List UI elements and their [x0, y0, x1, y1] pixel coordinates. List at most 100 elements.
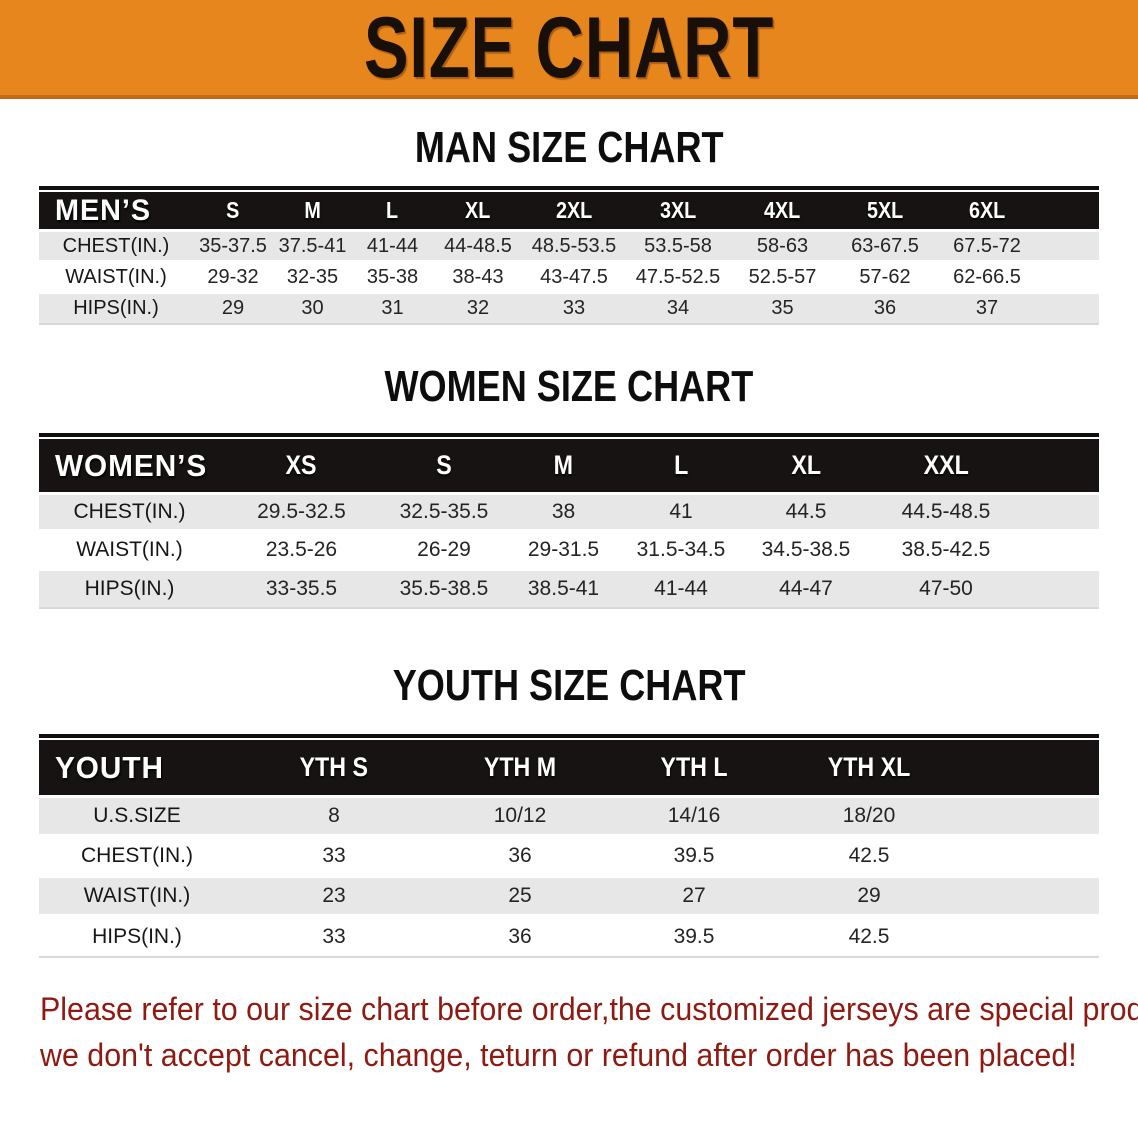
- size-table-row: HIPS(IN.) 29 30 31 32 33 34 35 36 37: [39, 294, 1099, 325]
- size-column-header: XXL: [872, 439, 1020, 495]
- header-text: YTH XL: [827, 752, 911, 782]
- measurement-label: WAIST(IN.): [39, 533, 220, 571]
- size-value-cell: 35-38: [352, 263, 433, 294]
- size-value-cell: 57-62: [834, 263, 936, 294]
- measurement-label: HIPS(IN.): [39, 294, 193, 325]
- header-text: XL: [791, 450, 821, 480]
- size-table-row: CHEST(IN.) 33 36 39.5 42.5: [39, 838, 1099, 878]
- size-value-cell: 18/20: [781, 798, 957, 838]
- header-text: S: [436, 450, 452, 480]
- size-value-cell: 41-44: [352, 232, 433, 263]
- size-value-cell: 33: [235, 918, 433, 958]
- table-top-border: [39, 433, 1099, 437]
- disclaimer-line-1: Please refer to our size chart before or…: [40, 991, 1138, 1027]
- header-text: YOUTH: [55, 749, 164, 785]
- size-value-cell: 32-35: [273, 263, 352, 294]
- size-value-cell: 39.5: [607, 918, 781, 958]
- spacer-cell: [1038, 232, 1099, 263]
- size-value-cell: 47.5-52.5: [625, 263, 731, 294]
- header-text: M: [553, 450, 574, 480]
- size-value-cell: 42.5: [781, 918, 957, 958]
- measurement-label: HIPS(IN.): [39, 918, 235, 958]
- header-text: 2XL: [555, 197, 593, 223]
- header-text: L: [673, 450, 689, 480]
- header-text: 3XL: [659, 197, 697, 223]
- size-value-cell: 33: [235, 838, 433, 878]
- size-value-cell: 29-31.5: [505, 533, 622, 571]
- spacer-cell: [1038, 192, 1099, 232]
- header-text: MEN’S: [55, 193, 152, 227]
- womens-size-table: WOMEN’S XS S M L XL XXL CHEST(IN.) 29.5-32.5 32.5…: [39, 439, 1099, 609]
- header-text: YTH M: [483, 752, 557, 782]
- size-table-row: HIPS(IN.) 33-35.5 35.5-38.5 38.5-41 41-44 44-…: [39, 571, 1099, 609]
- size-column-header: 2XL: [523, 192, 625, 232]
- size-value-cell: 36: [433, 918, 607, 958]
- size-table-row: WAIST(IN.) 29-32 32-35 35-38 38-43 43-47.5 47.…: [39, 263, 1099, 294]
- header-text: 6XL: [968, 197, 1006, 223]
- size-value-cell: 10/12: [433, 798, 607, 838]
- womens-table-section: WOMEN’S XS S M L XL XXL CHEST(IN.) 29.5-32.5 32.5…: [39, 433, 1099, 609]
- size-header-row: WOMEN’S XS S M L XL XXL: [39, 439, 1099, 495]
- size-column-header: 4XL: [731, 192, 834, 232]
- header-text: XXL: [923, 450, 969, 480]
- measurement-label: CHEST(IN.): [39, 495, 220, 533]
- youth-size-chart-title: YOUTH SIZE CHART: [392, 661, 746, 710]
- size-value-cell: 23: [235, 878, 433, 918]
- measurement-label: WAIST(IN.): [39, 263, 193, 294]
- size-value-cell: 52.5-57: [731, 263, 834, 294]
- spacer-cell: [1038, 294, 1099, 325]
- size-value-cell: 29.5-32.5: [220, 495, 383, 533]
- size-value-cell: 38: [505, 495, 622, 533]
- size-value-cell: 47-50: [872, 571, 1020, 609]
- table-category-header: MEN’S: [39, 192, 193, 232]
- spacer-cell: [957, 838, 1099, 878]
- size-value-cell: 29: [193, 294, 273, 325]
- size-value-cell: 29-32: [193, 263, 273, 294]
- disclaimer-line-2: we don't accept cancel, change, teturn o…: [40, 1037, 1077, 1073]
- size-value-cell: 48.5-53.5: [523, 232, 625, 263]
- measurement-label: CHEST(IN.): [39, 232, 193, 263]
- size-column-header: XL: [740, 439, 872, 495]
- size-value-cell: 62-66.5: [936, 263, 1038, 294]
- size-value-cell: 44-47: [740, 571, 872, 609]
- spacer-cell: [1020, 533, 1099, 571]
- measurement-label: U.S.SIZE: [39, 798, 235, 838]
- size-value-cell: 44-48.5: [433, 232, 523, 263]
- size-value-cell: 39.5: [607, 838, 781, 878]
- size-value-cell: 44.5: [740, 495, 872, 533]
- size-column-header: XL: [433, 192, 523, 232]
- header-text: L: [386, 197, 399, 223]
- size-value-cell: 67.5-72: [936, 232, 1038, 263]
- header-text: WOMEN’S: [55, 447, 208, 483]
- measurement-label: WAIST(IN.): [39, 878, 235, 918]
- size-column-header: XS: [220, 439, 383, 495]
- size-column-header: YTH M: [433, 740, 607, 798]
- youth-table-section: YOUTH YTH S YTH M YTH L YTH XL U.S.SIZE 8 10/12…: [39, 734, 1099, 958]
- size-table-row: CHEST(IN.) 35-37.5 37.5-41 41-44 44-48.5 48.5…: [39, 232, 1099, 263]
- header-text: YTH L: [660, 752, 728, 782]
- size-column-header: S: [383, 439, 505, 495]
- size-column-header: L: [352, 192, 433, 232]
- size-column-header: 3XL: [625, 192, 731, 232]
- size-value-cell: 33: [523, 294, 625, 325]
- size-value-cell: 35-37.5: [193, 232, 273, 263]
- size-value-cell: 31.5-34.5: [622, 533, 740, 571]
- size-value-cell: 25: [433, 878, 607, 918]
- size-value-cell: 38-43: [433, 263, 523, 294]
- size-value-cell: 41: [622, 495, 740, 533]
- size-value-cell: 44.5-48.5: [872, 495, 1020, 533]
- measurement-label: CHEST(IN.): [39, 838, 235, 878]
- size-value-cell: 42.5: [781, 838, 957, 878]
- spacer-cell: [957, 740, 1099, 798]
- size-value-cell: 34: [625, 294, 731, 325]
- size-table-row: WAIST(IN.) 23.5-26 26-29 29-31.5 31.5-34.5 34…: [39, 533, 1099, 571]
- header-text: M: [304, 197, 321, 223]
- size-table-row: WAIST(IN.) 23 25 27 29: [39, 878, 1099, 918]
- size-value-cell: 53.5-58: [625, 232, 731, 263]
- size-value-cell: 8: [235, 798, 433, 838]
- size-column-header: 6XL: [936, 192, 1038, 232]
- size-value-cell: 36: [834, 294, 936, 325]
- size-column-header: YTH L: [607, 740, 781, 798]
- size-value-cell: 63-67.5: [834, 232, 936, 263]
- table-category-header: WOMEN’S: [39, 439, 220, 495]
